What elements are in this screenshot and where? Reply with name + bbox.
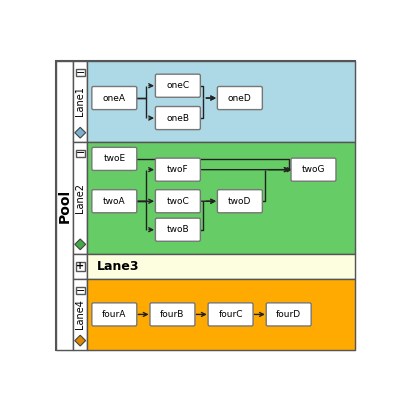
Text: Lane3: Lane3 bbox=[96, 260, 139, 273]
Text: Pool: Pool bbox=[58, 188, 72, 222]
Bar bbox=[76, 262, 85, 271]
Text: Lane1: Lane1 bbox=[75, 86, 85, 116]
Text: twoD: twoD bbox=[228, 197, 252, 206]
FancyBboxPatch shape bbox=[92, 147, 137, 170]
Polygon shape bbox=[75, 239, 86, 250]
Text: twoF: twoF bbox=[167, 165, 189, 174]
FancyBboxPatch shape bbox=[218, 190, 262, 213]
Text: twoB: twoB bbox=[166, 225, 189, 234]
Text: oneB: oneB bbox=[166, 114, 189, 122]
FancyBboxPatch shape bbox=[155, 158, 200, 181]
FancyBboxPatch shape bbox=[266, 303, 311, 326]
Bar bbox=[76, 150, 85, 157]
Bar bbox=[76, 287, 85, 294]
Text: −: − bbox=[76, 68, 85, 78]
Polygon shape bbox=[75, 127, 86, 138]
FancyBboxPatch shape bbox=[155, 106, 200, 130]
FancyBboxPatch shape bbox=[92, 86, 137, 110]
Bar bbox=[87, 142, 354, 254]
Bar bbox=[73, 142, 87, 254]
Bar bbox=[76, 69, 85, 76]
Text: −: − bbox=[76, 148, 85, 158]
Bar bbox=[73, 254, 87, 279]
FancyBboxPatch shape bbox=[92, 303, 137, 326]
Text: twoC: twoC bbox=[166, 197, 189, 206]
Text: Lane2: Lane2 bbox=[75, 183, 85, 213]
Text: oneC: oneC bbox=[166, 81, 190, 90]
Text: fourD: fourD bbox=[276, 310, 301, 319]
FancyBboxPatch shape bbox=[150, 303, 195, 326]
Text: fourB: fourB bbox=[160, 310, 185, 319]
Text: twoA: twoA bbox=[103, 197, 126, 206]
Text: −: − bbox=[76, 286, 85, 296]
FancyBboxPatch shape bbox=[291, 158, 336, 181]
Text: +: + bbox=[76, 261, 84, 271]
FancyBboxPatch shape bbox=[92, 190, 137, 213]
Bar bbox=[87, 254, 354, 279]
Bar bbox=[87, 61, 354, 142]
Text: oneD: oneD bbox=[228, 94, 252, 102]
FancyBboxPatch shape bbox=[208, 303, 253, 326]
Polygon shape bbox=[75, 335, 86, 346]
Bar bbox=[73, 279, 87, 350]
Text: fourA: fourA bbox=[102, 310, 126, 319]
Bar bbox=[87, 279, 354, 350]
FancyBboxPatch shape bbox=[155, 74, 200, 97]
Text: twoG: twoG bbox=[302, 165, 325, 174]
FancyBboxPatch shape bbox=[155, 218, 200, 241]
Bar bbox=[73, 61, 87, 142]
FancyBboxPatch shape bbox=[155, 190, 200, 213]
FancyBboxPatch shape bbox=[218, 86, 262, 110]
Text: Lane4: Lane4 bbox=[75, 300, 85, 329]
Bar bbox=[56, 61, 73, 350]
Text: twoE: twoE bbox=[103, 154, 125, 163]
Text: oneA: oneA bbox=[103, 94, 126, 102]
Text: fourC: fourC bbox=[218, 310, 243, 319]
